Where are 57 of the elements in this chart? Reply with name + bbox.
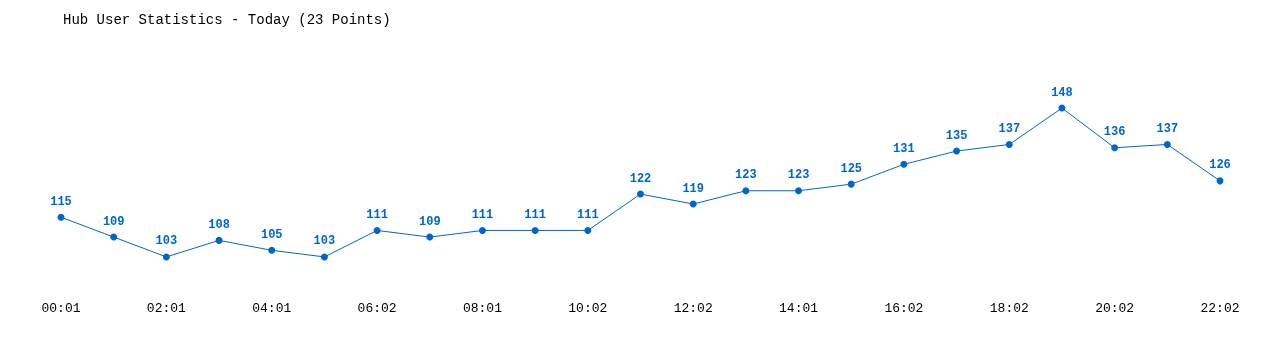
data-label: 119 bbox=[682, 181, 704, 196]
x-tick-label: 12:02 bbox=[673, 301, 713, 316]
data-label: 123 bbox=[787, 168, 810, 183]
x-tick-label: 14:01 bbox=[779, 301, 819, 316]
point bbox=[1163, 140, 1171, 148]
data-label: 109 bbox=[102, 214, 125, 229]
data-label: 103 bbox=[313, 234, 336, 249]
x-tick-label: 04:01 bbox=[252, 301, 292, 316]
point bbox=[1111, 144, 1119, 152]
data-label: 111 bbox=[366, 207, 388, 222]
x-tick-label: 10:02 bbox=[568, 301, 608, 316]
x-tick-label: 18:02 bbox=[989, 301, 1029, 316]
point bbox=[110, 233, 118, 241]
data-label: 109 bbox=[418, 214, 441, 229]
point bbox=[900, 160, 908, 168]
data-label: 126 bbox=[1209, 158, 1231, 173]
data-label: 137 bbox=[1156, 121, 1179, 136]
data-label: 115 bbox=[50, 194, 72, 209]
data-label: 108 bbox=[208, 217, 230, 232]
data-label: 135 bbox=[945, 128, 968, 143]
point bbox=[320, 253, 328, 261]
point bbox=[57, 213, 65, 221]
data-label: 111 bbox=[524, 207, 546, 222]
x-tick-label: 02:01 bbox=[146, 301, 187, 316]
data-label: 131 bbox=[893, 141, 915, 156]
x-tick-label: 16:02 bbox=[884, 301, 924, 316]
data-label: 122 bbox=[629, 171, 652, 186]
x-tick-label: 06:02 bbox=[357, 301, 397, 316]
point bbox=[637, 190, 644, 198]
point bbox=[1005, 140, 1013, 148]
data-label: 111 bbox=[577, 207, 599, 222]
point bbox=[531, 226, 539, 234]
point bbox=[584, 226, 592, 234]
point bbox=[689, 200, 697, 208]
point bbox=[478, 226, 486, 234]
data-label: 105 bbox=[260, 227, 283, 242]
data-label: 125 bbox=[840, 161, 863, 176]
point bbox=[162, 253, 170, 261]
point bbox=[795, 187, 803, 195]
chart-title: Hub User Statistics - Today (23 Points) bbox=[63, 12, 391, 28]
x-tick-label: 22:02 bbox=[1200, 301, 1240, 316]
x-tick-label: 00:01 bbox=[41, 301, 81, 316]
data-label: 103 bbox=[155, 234, 178, 249]
x-tick-label: 20:02 bbox=[1095, 301, 1135, 316]
point bbox=[373, 226, 381, 234]
data-label: 136 bbox=[1103, 125, 1126, 140]
point bbox=[742, 187, 750, 195]
point bbox=[268, 246, 276, 254]
point bbox=[847, 180, 855, 188]
data-label: 123 bbox=[735, 168, 757, 183]
data-label: 111 bbox=[471, 207, 494, 222]
point bbox=[426, 233, 434, 241]
point bbox=[215, 236, 223, 244]
x-tick-label: 08:01 bbox=[462, 301, 503, 316]
point bbox=[953, 147, 961, 155]
data-label: 148 bbox=[1051, 85, 1073, 100]
data-label: 137 bbox=[998, 121, 1021, 136]
